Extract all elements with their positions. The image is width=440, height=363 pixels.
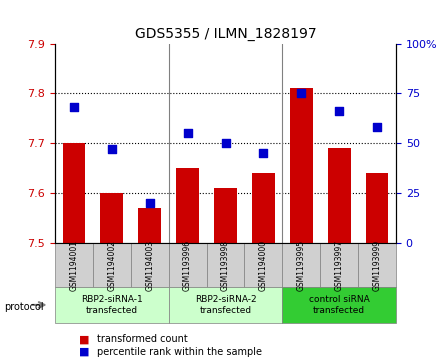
Bar: [252, 173, 275, 243]
FancyBboxPatch shape: [169, 287, 282, 323]
Text: percentile rank within the sample: percentile rank within the sample: [97, 347, 262, 357]
Bar: [366, 173, 389, 243]
Text: GSM1194002: GSM1194002: [107, 240, 116, 291]
Text: transformed count: transformed count: [97, 334, 187, 344]
FancyBboxPatch shape: [55, 243, 93, 287]
Bar: [214, 188, 237, 243]
FancyBboxPatch shape: [206, 243, 245, 287]
Text: GSM1194003: GSM1194003: [145, 240, 154, 291]
Text: control siRNA
transfected: control siRNA transfected: [309, 295, 370, 315]
FancyBboxPatch shape: [282, 287, 396, 323]
Text: GSM1193998: GSM1193998: [221, 240, 230, 291]
Point: [70, 105, 77, 110]
Bar: [100, 193, 123, 243]
Text: GSM1194000: GSM1194000: [259, 240, 268, 291]
Point: [108, 146, 115, 152]
FancyBboxPatch shape: [169, 243, 206, 287]
FancyBboxPatch shape: [93, 243, 131, 287]
FancyBboxPatch shape: [320, 243, 358, 287]
Bar: [290, 89, 313, 243]
Point: [298, 90, 305, 96]
Text: GSM1193997: GSM1193997: [335, 240, 344, 291]
Text: protocol: protocol: [4, 302, 44, 312]
Bar: [176, 168, 199, 243]
Point: [374, 125, 381, 130]
Text: RBP2-siRNA-2
transfected: RBP2-siRNA-2 transfected: [194, 295, 257, 315]
FancyBboxPatch shape: [358, 243, 396, 287]
Text: GSM1194001: GSM1194001: [70, 240, 78, 291]
Text: ■: ■: [79, 347, 90, 357]
Text: RBP2-siRNA-1
transfected: RBP2-siRNA-1 transfected: [81, 295, 143, 315]
Text: GSM1193996: GSM1193996: [183, 240, 192, 291]
FancyBboxPatch shape: [245, 243, 282, 287]
Text: GSM1193995: GSM1193995: [297, 240, 306, 291]
Point: [260, 150, 267, 156]
Text: ■: ■: [79, 334, 90, 344]
Point: [336, 109, 343, 114]
FancyBboxPatch shape: [131, 243, 169, 287]
Text: GSM1193999: GSM1193999: [373, 240, 381, 291]
FancyBboxPatch shape: [282, 243, 320, 287]
Bar: [328, 148, 351, 243]
Point: [146, 200, 153, 206]
Point: [184, 130, 191, 136]
Title: GDS5355 / ILMN_1828197: GDS5355 / ILMN_1828197: [135, 27, 316, 41]
Bar: [138, 208, 161, 243]
Bar: [62, 143, 85, 243]
Point: [222, 140, 229, 146]
FancyBboxPatch shape: [55, 287, 169, 323]
